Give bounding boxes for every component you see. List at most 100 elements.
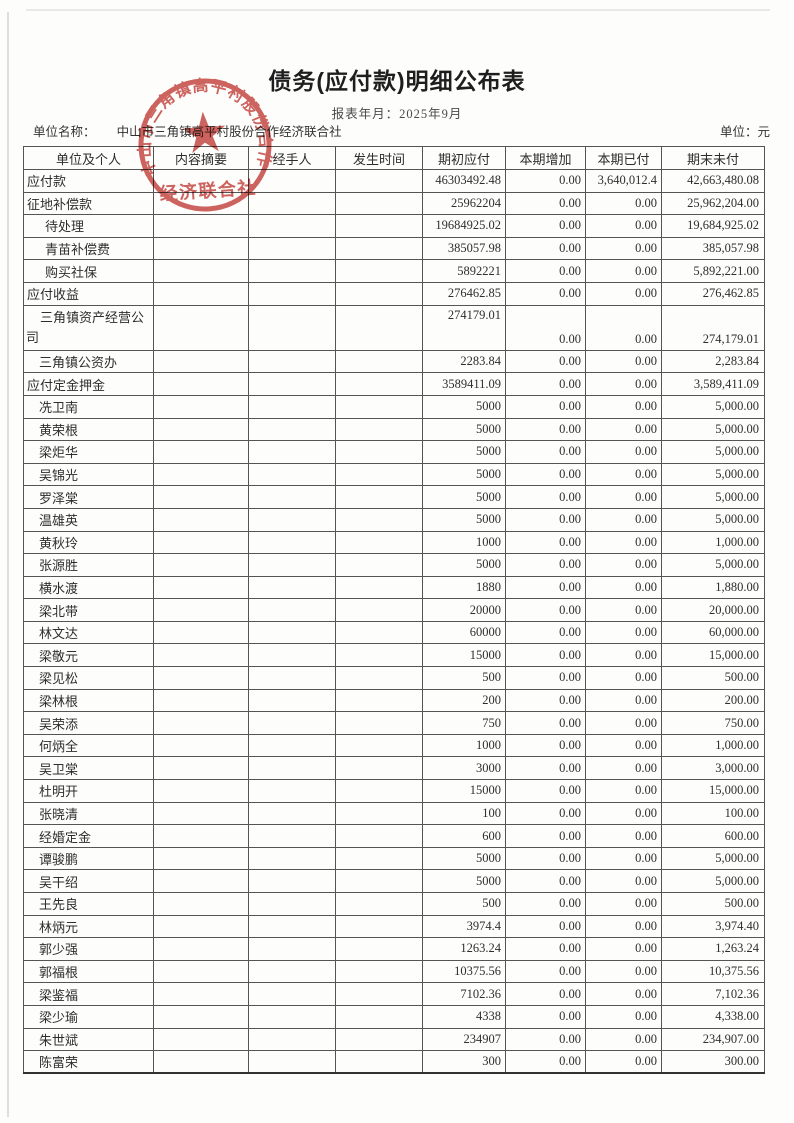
cell-date bbox=[335, 643, 423, 668]
cell-date bbox=[335, 304, 423, 351]
cell-closing-unpaid: 2,283.84 bbox=[661, 349, 765, 374]
cell-period-increase: 0.00 bbox=[505, 485, 586, 509]
cell-unit-name: 林文达 bbox=[23, 620, 154, 645]
cell-handler bbox=[248, 417, 336, 442]
cell-summary bbox=[153, 733, 249, 758]
table-row: 三角镇资产经营公司 274179.01 0.00 0.00 274,179.01 bbox=[23, 304, 765, 351]
table-row: 陈富荣 300 0.00 0.00 300.00 bbox=[23, 1050, 765, 1074]
cell-summary bbox=[153, 1004, 249, 1029]
cell-unit-name: 何炳全 bbox=[23, 733, 154, 758]
cell-handler bbox=[248, 214, 336, 238]
cell-period-increase: 0.00 bbox=[505, 236, 586, 261]
cell-period-paid: 0.00 bbox=[585, 575, 662, 600]
table-row: 林炳元 3974.4 0.00 0.00 3,974.40 bbox=[23, 914, 765, 939]
table-row: 杜明开 15000 0.00 0.00 15,000.00 bbox=[23, 779, 765, 803]
cell-handler bbox=[248, 530, 336, 555]
cell-summary bbox=[153, 982, 249, 1006]
cell-period-paid: 0.00 bbox=[585, 982, 662, 1006]
cell-unit-name: 梁炬华 bbox=[23, 440, 154, 464]
table-row: 张源胜 5000 0.00 0.00 5,000.00 bbox=[23, 553, 765, 577]
cell-opening-payable: 5000 bbox=[422, 417, 506, 442]
cell-opening-payable: 15000 bbox=[422, 643, 506, 668]
cell-unit-name: 梁北带 bbox=[23, 598, 154, 622]
cell-handler bbox=[248, 733, 336, 758]
cell-closing-unpaid: 5,892,221.00 bbox=[661, 259, 765, 283]
cell-period-paid: 0.00 bbox=[585, 1027, 662, 1052]
cell-summary bbox=[153, 485, 249, 509]
cell-handler bbox=[248, 1027, 336, 1052]
cell-date bbox=[335, 937, 423, 961]
scan-edge-artifact-top bbox=[26, 9, 770, 11]
cell-period-paid: 0.00 bbox=[585, 914, 662, 939]
cell-period-increase: 0.00 bbox=[505, 711, 586, 735]
cell-period-paid: 0.00 bbox=[585, 756, 662, 781]
cell-handler bbox=[248, 372, 336, 396]
cell-period-increase: 0.00 bbox=[505, 937, 586, 961]
cell-period-paid: 0.00 bbox=[585, 937, 662, 961]
cell-date bbox=[335, 598, 423, 622]
cell-summary bbox=[153, 281, 249, 306]
cell-date bbox=[335, 711, 423, 735]
cell-date bbox=[335, 349, 423, 374]
cell-unit-name: 征地补偿款 bbox=[23, 191, 154, 216]
cell-unit-name: 三角镇公资办 bbox=[23, 349, 154, 374]
cell-closing-unpaid: 3,974.40 bbox=[661, 914, 765, 939]
cell-date bbox=[335, 959, 423, 984]
cell-closing-unpaid: 5,000.00 bbox=[661, 462, 765, 487]
cell-unit-name: 吴卫棠 bbox=[23, 756, 154, 781]
cell-opening-payable: 60000 bbox=[422, 620, 506, 645]
table-row: 郭福根 10375.56 0.00 0.00 10,375.56 bbox=[23, 959, 765, 984]
table-row: 经婚定金 600 0.00 0.00 600.00 bbox=[23, 824, 765, 848]
table-row: 朱世斌 234907 0.00 0.00 234,907.00 bbox=[23, 1027, 765, 1052]
cell-unit-name: 吴锦光 bbox=[23, 462, 154, 487]
table-body: 应付款 46303492.48 0.00 3,640,012.4 42,663,480.… bbox=[23, 169, 765, 1074]
cell-handler bbox=[248, 643, 336, 668]
cell-handler bbox=[248, 756, 336, 781]
cell-closing-unpaid: 10,375.56 bbox=[661, 959, 765, 984]
cell-handler bbox=[248, 892, 336, 916]
cell-date bbox=[335, 756, 423, 781]
cell-period-paid: 0.00 bbox=[585, 530, 662, 555]
table-row: 罗泽棠 5000 0.00 0.00 5,000.00 bbox=[23, 485, 765, 509]
cell-unit-name: 待处理 bbox=[23, 214, 154, 238]
cell-closing-unpaid: 200.00 bbox=[661, 688, 765, 713]
cell-closing-unpaid: 500.00 bbox=[661, 666, 765, 690]
cell-summary bbox=[153, 914, 249, 939]
cell-period-increase: 0.00 bbox=[505, 846, 586, 871]
cell-date bbox=[335, 281, 423, 306]
cell-handler bbox=[248, 824, 336, 848]
cell-period-paid: 0.00 bbox=[585, 507, 662, 532]
cell-period-paid: 0.00 bbox=[585, 394, 662, 419]
cell-period-increase: 0.00 bbox=[505, 191, 586, 216]
cell-closing-unpaid: 100.00 bbox=[661, 801, 765, 826]
scan-edge-artifact-left bbox=[7, 12, 9, 1117]
cell-opening-payable: 20000 bbox=[422, 598, 506, 622]
cell-handler bbox=[248, 191, 336, 216]
cell-period-increase: 0.00 bbox=[505, 959, 586, 984]
cell-period-paid: 0.00 bbox=[585, 372, 662, 396]
cell-handler bbox=[248, 507, 336, 532]
cell-date bbox=[335, 530, 423, 555]
cell-closing-unpaid: 1,000.00 bbox=[661, 530, 765, 555]
table-row: 郭少强 1263.24 0.00 0.00 1,263.24 bbox=[23, 937, 765, 961]
cell-handler bbox=[248, 779, 336, 803]
cell-period-paid: 0.00 bbox=[585, 1004, 662, 1029]
cell-handler bbox=[248, 959, 336, 984]
cell-unit-name: 张源胜 bbox=[23, 553, 154, 577]
cell-unit-name: 购买社保 bbox=[23, 259, 154, 283]
cell-opening-payable: 1000 bbox=[422, 733, 506, 758]
cell-summary bbox=[153, 688, 249, 713]
cell-period-paid: 0.00 bbox=[585, 281, 662, 306]
cell-date bbox=[335, 236, 423, 261]
cell-date bbox=[335, 191, 423, 216]
cell-opening-payable: 500 bbox=[422, 666, 506, 690]
cell-period-paid: 0.00 bbox=[585, 869, 662, 893]
table-row: 横水渡 1880 0.00 0.00 1,880.00 bbox=[23, 575, 765, 600]
cell-opening-payable: 100 bbox=[422, 801, 506, 826]
table-row: 吴干绍 5000 0.00 0.00 5,000.00 bbox=[23, 869, 765, 893]
cell-unit-name: 应付收益 bbox=[23, 281, 154, 306]
cell-date bbox=[335, 824, 423, 848]
cell-closing-unpaid: 4,338.00 bbox=[661, 1004, 765, 1029]
cell-summary bbox=[153, 417, 249, 442]
cell-period-increase: 0.00 bbox=[505, 1027, 586, 1052]
